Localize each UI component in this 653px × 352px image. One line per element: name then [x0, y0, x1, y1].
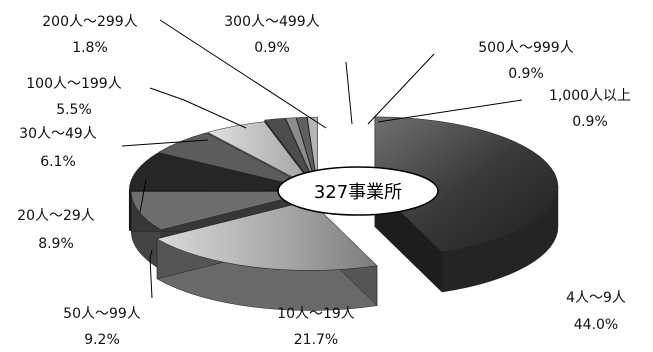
slice-category-label: 300人～499人: [224, 14, 319, 30]
slice-value-label: 21.7%: [294, 332, 338, 348]
slice-category-label: 4人～9人: [566, 290, 626, 306]
leader-line: [160, 20, 326, 128]
slice-value-label: 0.9%: [572, 114, 608, 130]
slice-category-label: 50人～99人: [63, 306, 141, 322]
slice-category-label: 10人～19人: [277, 306, 355, 322]
leader-line: [368, 54, 434, 124]
leader-line: [346, 62, 352, 124]
slice-value-label: 44.0%: [574, 317, 618, 333]
center-label-group: 327事業所: [278, 167, 438, 215]
slice-value-label: 9.2%: [84, 332, 120, 348]
slice-value-label: 8.9%: [38, 236, 74, 252]
leader-line: [378, 100, 522, 122]
slice-category-label: 30人～49人: [19, 126, 97, 142]
slice-category-label: 100人～199人: [26, 76, 121, 92]
slice-category-label: 1,000人以上: [549, 88, 631, 104]
slice-value-label: 6.1%: [40, 154, 76, 170]
slice-category-label: 500人～999人: [478, 40, 573, 56]
slice-value-label: 0.9%: [508, 66, 544, 82]
center-label: 327事業所: [314, 182, 402, 203]
leader-line: [150, 88, 246, 128]
slice-value-label: 0.9%: [254, 40, 290, 56]
slice-category-label: 200人～299人: [42, 14, 137, 30]
slice-value-label: 5.5%: [56, 102, 92, 118]
slice-value-label: 1.8%: [72, 40, 108, 56]
slice-category-label: 20人～29人: [17, 208, 95, 224]
